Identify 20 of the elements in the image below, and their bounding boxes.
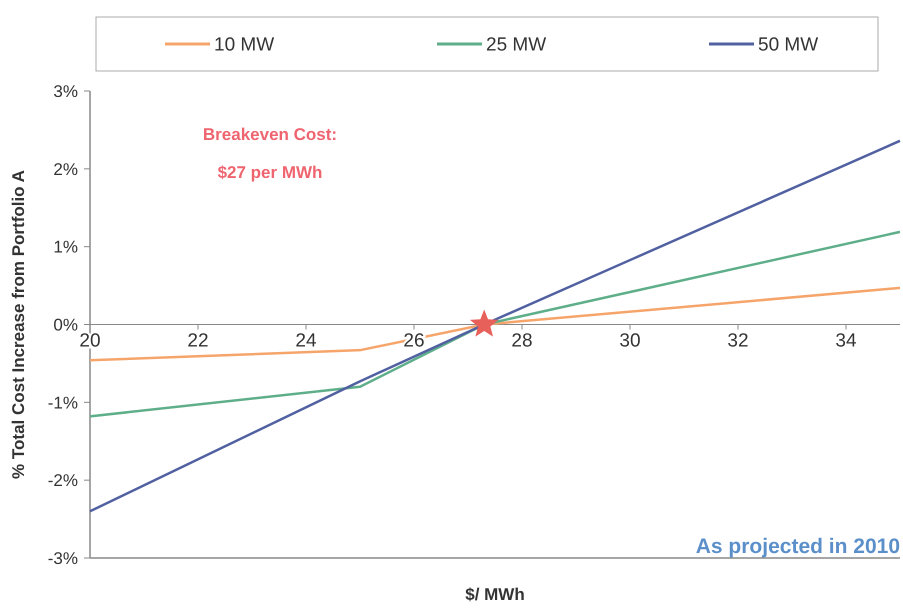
x-tick-label: 32 [727, 330, 749, 352]
legend-label: 10 MW [214, 34, 274, 56]
y-tick-label: 2% [53, 160, 78, 179]
x-tick-label: 34 [835, 330, 857, 352]
x-tick-label: 30 [619, 330, 641, 352]
legend-label: 50 MW [758, 34, 818, 56]
x-tick-label: 24 [295, 330, 317, 352]
y-tick-label: -1% [48, 393, 78, 412]
y-axis-title: % Total Cost Increase from Portfolio A [9, 170, 28, 479]
annotation: Breakeven Cost: $27 per MWh [202, 125, 338, 182]
y-tick-label: 3% [53, 82, 78, 101]
y-tick-label: -3% [48, 548, 78, 568]
x-axis-title: $/ MWh [465, 585, 525, 604]
x-tick-label: 22 [187, 330, 209, 352]
y-tick-label: -2% [48, 471, 78, 490]
x-tick-label: 28 [511, 330, 533, 352]
y-tick-label: 1% [53, 238, 78, 257]
y-tick-label: 0% [53, 315, 78, 334]
annotation: As projected in 2010 [696, 535, 900, 558]
legend-label: 25 MW [486, 34, 546, 56]
